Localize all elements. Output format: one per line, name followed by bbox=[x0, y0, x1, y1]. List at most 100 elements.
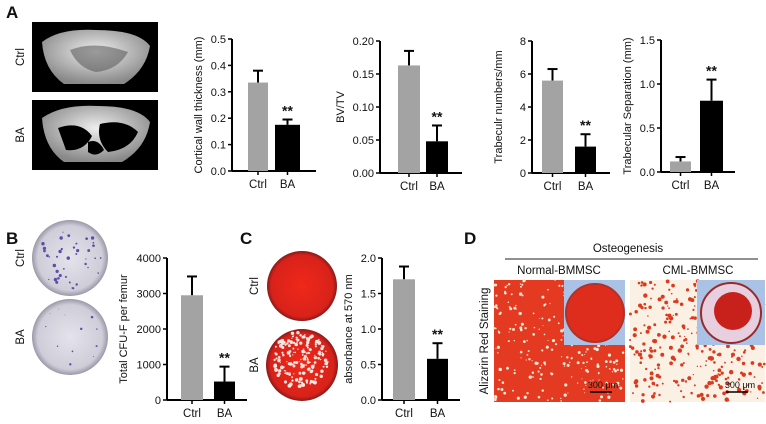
row-label-alizarin: Alizarin Red Staining bbox=[479, 288, 491, 395]
texture-dot bbox=[495, 304, 498, 307]
y-tick-label: 0.2 bbox=[211, 113, 226, 125]
texture-dot bbox=[633, 353, 636, 356]
y-axis-label: BV/TV bbox=[335, 90, 347, 122]
texture-dot bbox=[690, 316, 695, 320]
texture-dot bbox=[567, 392, 569, 394]
texture-dot bbox=[761, 391, 765, 394]
texture-dot bbox=[584, 392, 586, 394]
texture-dot bbox=[655, 383, 659, 387]
texture-dot bbox=[278, 369, 282, 373]
texture-dot bbox=[680, 344, 684, 349]
texture-dot bbox=[321, 351, 323, 354]
texture-dot bbox=[49, 313, 51, 315]
texture-dot bbox=[708, 347, 712, 351]
texture-dot bbox=[722, 391, 726, 396]
bar-chart-2: 0.00 0.05 0.10 0.15 0.20 BV/TV Ctrl BA ** bbox=[335, 36, 462, 193]
texture-dot bbox=[730, 352, 736, 357]
texture-dot bbox=[527, 350, 530, 353]
texture-dot bbox=[71, 350, 74, 353]
texture-dot bbox=[560, 400, 562, 402]
texture-dot bbox=[632, 333, 637, 338]
texture-dot bbox=[629, 312, 632, 316]
texture-dot bbox=[665, 279, 670, 284]
x-tick-label: BA bbox=[217, 408, 233, 420]
texture-dot bbox=[551, 397, 554, 400]
texture-dot bbox=[292, 347, 295, 350]
texture-dot bbox=[700, 396, 706, 401]
texture-dot bbox=[596, 364, 600, 369]
y-tick-label: 0.5 bbox=[640, 123, 655, 135]
texture-dot bbox=[305, 379, 309, 383]
bar-ba bbox=[427, 358, 448, 400]
texture-dot bbox=[761, 382, 763, 384]
texture-dot bbox=[298, 376, 303, 381]
texture-dot bbox=[506, 284, 508, 287]
texture-dot bbox=[692, 308, 695, 311]
texture-dot bbox=[585, 368, 589, 372]
texture-dot bbox=[541, 349, 544, 352]
texture-dot bbox=[645, 367, 648, 371]
texture-dot bbox=[498, 379, 501, 382]
texture-dot bbox=[628, 345, 632, 349]
texture-dot bbox=[292, 341, 296, 345]
texture-dot bbox=[679, 390, 683, 393]
texture-dot bbox=[607, 395, 611, 399]
texture-dot bbox=[584, 354, 586, 356]
texture-dot bbox=[662, 334, 667, 339]
texture-dot bbox=[558, 284, 561, 287]
texture-dot bbox=[96, 328, 98, 330]
texture-dot bbox=[685, 342, 688, 344]
bar-chart-1: 0.0 0.1 0.2 0.3 0.4 0.5 Cortical wall thicknes… bbox=[193, 34, 316, 191]
texture-dot bbox=[314, 345, 317, 348]
texture-dot bbox=[295, 360, 299, 365]
texture-dot bbox=[704, 384, 709, 389]
texture-dot bbox=[296, 341, 299, 343]
texture-dot bbox=[282, 353, 285, 357]
texture-dot bbox=[656, 363, 661, 367]
texture-dot bbox=[706, 394, 710, 398]
texture-dot bbox=[586, 361, 588, 363]
y-axis-label: Trabeculr numbers/mm bbox=[493, 50, 505, 163]
texture-dot bbox=[654, 384, 656, 386]
texture-dot bbox=[547, 288, 549, 291]
texture-dot bbox=[645, 329, 650, 334]
texture-dot bbox=[647, 315, 649, 317]
bar-ctrl bbox=[181, 295, 203, 400]
texture-dot bbox=[582, 361, 585, 365]
texture-dot bbox=[45, 254, 49, 258]
image-label-b-ba: BA bbox=[15, 329, 27, 345]
texture-dot bbox=[281, 343, 284, 345]
texture-dot bbox=[75, 283, 78, 286]
texture-dot bbox=[281, 351, 284, 354]
texture-dot bbox=[319, 374, 323, 378]
micro-ct-ctrl-image bbox=[32, 22, 158, 92]
texture-dot bbox=[720, 365, 724, 369]
texture-dot bbox=[713, 394, 717, 398]
texture-dot bbox=[649, 371, 654, 376]
texture-dot bbox=[543, 361, 546, 365]
texture-dot bbox=[586, 348, 589, 351]
texture-dot bbox=[283, 380, 288, 384]
y-axis-label: absorbance at 570 nm bbox=[343, 274, 355, 383]
texture-dot bbox=[585, 351, 587, 353]
texture-dot bbox=[547, 318, 551, 322]
texture-dot bbox=[305, 343, 309, 347]
texture-dot bbox=[566, 363, 570, 367]
texture-dot bbox=[584, 381, 587, 384]
texture-dot bbox=[60, 247, 63, 251]
texture-dot bbox=[504, 286, 507, 289]
texture-dot bbox=[599, 395, 604, 399]
y-tick-label: 0.1 bbox=[211, 140, 226, 152]
texture-dot bbox=[498, 367, 502, 372]
texture-dot bbox=[612, 361, 616, 364]
texture-dot bbox=[66, 256, 70, 260]
texture-dot bbox=[43, 249, 46, 253]
texture-dot bbox=[704, 364, 707, 367]
texture-dot bbox=[303, 354, 307, 358]
texture-dot bbox=[690, 298, 695, 303]
texture-dot bbox=[519, 283, 522, 285]
texture-dot bbox=[718, 373, 721, 377]
texture-dot bbox=[293, 373, 295, 375]
texture-dot bbox=[296, 338, 300, 342]
